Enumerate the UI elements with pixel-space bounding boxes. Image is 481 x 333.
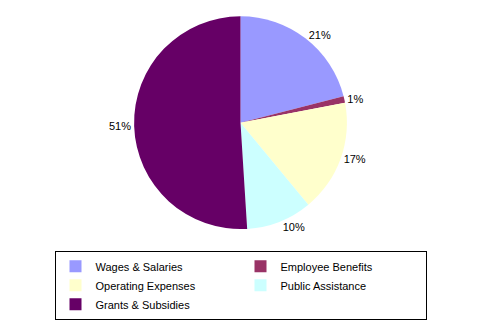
- svg-text:Public Assistance: Public Assistance: [281, 280, 367, 292]
- svg-text:Operating Expenses: Operating Expenses: [96, 280, 196, 292]
- svg-text:51%: 51%: [109, 120, 131, 132]
- svg-text:Grants & Subsidies: Grants & Subsidies: [96, 299, 191, 311]
- svg-text:17%: 17%: [344, 153, 366, 165]
- svg-text:Wages & Salaries: Wages & Salaries: [96, 261, 184, 273]
- svg-text:1%: 1%: [347, 93, 363, 105]
- svg-text:Employee Benefits: Employee Benefits: [281, 261, 373, 273]
- svg-text:21%: 21%: [309, 29, 331, 41]
- svg-text:10%: 10%: [283, 221, 305, 233]
